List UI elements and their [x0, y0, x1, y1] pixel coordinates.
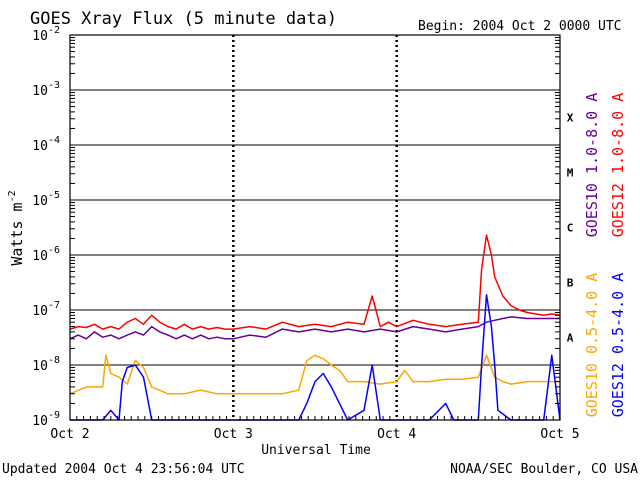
flare-class-label: X	[567, 112, 574, 125]
y-tick-exp: -9	[48, 410, 60, 421]
x-tick-label: Oct 3	[214, 427, 253, 442]
y-tick-exp: -7	[48, 300, 60, 311]
y-tick-label: 10-8	[32, 355, 60, 374]
plot-frame	[69, 34, 561, 421]
y-tick-label: 10-2	[32, 25, 60, 44]
x-axis-label: Universal Time	[261, 443, 371, 458]
y-axis-label-exp: -2	[7, 190, 18, 202]
y-tick-exp: -2	[48, 25, 60, 36]
y-tick-base: 10	[32, 414, 48, 429]
source-label: NOAA/SEC Boulder, CO USA	[450, 462, 638, 477]
y-tick-exp: -8	[48, 355, 60, 366]
series-layer	[69, 234, 561, 421]
y-tick-exp: -3	[48, 80, 60, 91]
series-line	[69, 316, 560, 340]
y-tick-label: 10-6	[32, 245, 60, 264]
y-tick-exp: -5	[48, 190, 60, 201]
y-axis-label-base: Watts m	[8, 202, 26, 265]
y-tick-label: 10-4	[32, 135, 60, 154]
x-tick-label: Oct 5	[540, 427, 579, 442]
y-tick-base: 10	[32, 139, 48, 154]
flare-class-label: C	[567, 222, 574, 235]
grid-layer	[70, 35, 560, 420]
y-tick-base: 10	[32, 249, 48, 264]
y-tick-base: 10	[32, 304, 48, 319]
y-tick-exp: -4	[48, 135, 60, 146]
updated-label: Updated 2004 Oct 4 23:56:04 UTC	[2, 462, 245, 477]
flare-class-label: B	[567, 277, 574, 290]
chart-title: GOES Xray Flux (5 minute data)	[30, 9, 337, 29]
flare-class-label: M	[567, 167, 574, 180]
y-tick-exp: -6	[48, 245, 60, 256]
y-tick-base: 10	[32, 194, 48, 209]
legend-entry: GOES10 0.5-4.0 A	[583, 273, 601, 418]
y-tick-base: 10	[32, 29, 48, 44]
legend-entry: GOES10 1.0-8.0 A	[583, 93, 601, 238]
x-tick-label: Oct 4	[377, 427, 416, 442]
y-tick-base: 10	[32, 359, 48, 374]
begin-label: Begin: 2004 Oct 2 0000 UTC	[418, 19, 622, 34]
y-tick-label: 10-3	[32, 80, 60, 99]
y-tick-base: 10	[32, 84, 48, 99]
y-axis-label: Watts m-2	[7, 190, 26, 265]
y-tick-label: 10-5	[32, 190, 60, 209]
svg-text:Watts m-2: Watts m-2	[7, 190, 26, 265]
x-tick-label: Oct 2	[50, 427, 89, 442]
y-tick-label: 10-7	[32, 300, 60, 319]
legend-entry: GOES12 0.5-4.0 A	[609, 273, 627, 418]
series-line	[69, 354, 560, 395]
legend: GOES12 1.0-8.0 A GOES10 1.0-8.0 A GOES10 0…	[583, 93, 627, 418]
y-tick-label: 10-9	[32, 410, 60, 429]
legend-entry: GOES12 1.0-8.0 A	[609, 93, 627, 238]
flare-class-label: A	[567, 332, 574, 345]
series-line	[69, 234, 561, 330]
